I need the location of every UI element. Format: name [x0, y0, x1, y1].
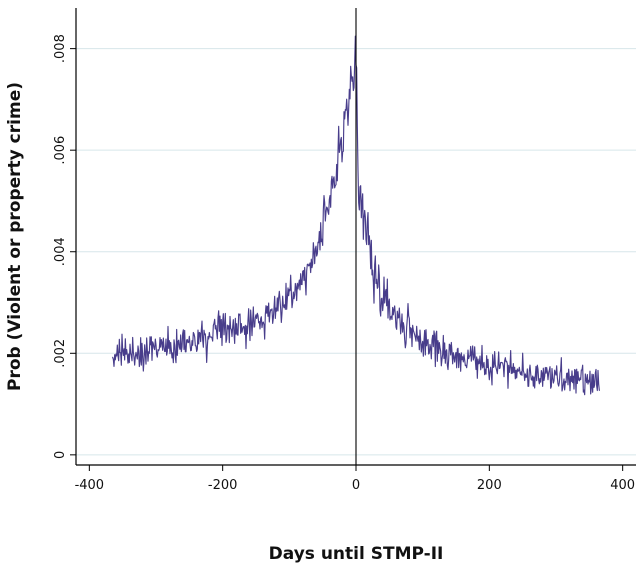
y-tick-label: 0 [53, 451, 68, 459]
ticks-layer: 0 .002 .004 .006 .008 -400 -200 0 200 400 [53, 34, 635, 493]
y-tick-label: .004 [53, 237, 68, 266]
y-axis-title: Prob (Violent or property crime) [5, 82, 25, 391]
x-tick-label: -400 [75, 478, 105, 493]
x-tick-label: -200 [208, 478, 238, 493]
x-tick-label: 0 [352, 478, 360, 493]
x-tick-label: 200 [477, 478, 502, 493]
y-tick-label: .002 [53, 339, 68, 368]
y-tick-label: .006 [53, 136, 68, 165]
y-tick-label: .008 [53, 34, 68, 63]
x-tick-label: 400 [610, 478, 635, 493]
x-axis-title: Days until STMP-II [269, 544, 444, 564]
